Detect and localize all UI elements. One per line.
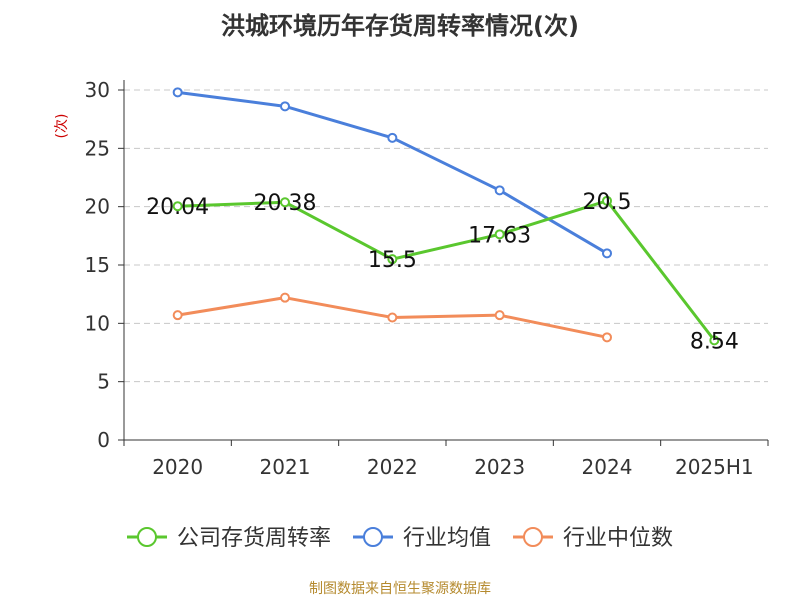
legend-label-industry_avg: 行业均值 [403,526,491,551]
y-axis-label: (次) [54,114,70,139]
data-point-company [280,197,290,208]
data-label: 15.5 [368,248,417,273]
axis-layer: 0 5 10 15 20 25 30 2020 2021 2022 2023 2024 2025H1 [85,78,769,479]
x-tick-label: 2024 [582,455,633,479]
data-label: 20.04 [146,195,209,220]
y-tick-label: 20 [85,195,110,219]
data-point-industry_avg [387,132,398,143]
legend-marker-industry_median [523,527,543,547]
data-point-company [709,335,720,346]
series-line-company [177,199,716,342]
legend-item-company: 公司存货周转率 [127,526,331,551]
data-point-industry_avg [494,185,505,196]
data-label: 8.54 [690,329,739,354]
data-point-industry_avg [280,101,290,112]
x-tick-label: 2021 [260,455,311,479]
data-label: 17.63 [468,223,531,248]
legend-marker-company [137,527,157,547]
data-point-industry_avg [602,248,612,259]
data-point-company [602,195,612,206]
data-point-company [387,254,398,265]
grid-layer [124,89,768,383]
data-point-industry_median [387,312,398,323]
legend-item-industry_median: 行业中位数 [513,526,673,551]
series-line-industry_avg [177,90,608,255]
data-label: 20.5 [583,190,632,215]
data-label: 20.38 [254,191,317,216]
x-tick-label: 2022 [367,455,418,479]
legend-label-industry_median: 行业中位数 [563,526,673,551]
y-tick-label: 25 [85,136,110,160]
x-tick-label: 2023 [474,455,525,479]
y-tick-label: 30 [85,78,110,102]
data-point-company [172,201,183,212]
data-point-industry_avg [172,87,183,98]
data-point-industry_median [172,310,183,321]
legend: 公司存货周转率 行业均值 行业中位数 [127,526,673,551]
legend-label-company: 公司存货周转率 [177,526,331,551]
y-tick-label: 10 [85,311,110,335]
x-tick-label: 2025H1 [675,455,754,479]
data-point-industry_median [280,292,290,303]
source-footer: 制图数据来自恒生聚源数据库 [309,581,491,597]
y-tick-label: 15 [85,253,110,277]
y-tick-label: 0 [97,428,110,452]
data-point-company [494,229,505,240]
data-point-industry_median [494,310,505,321]
y-tick-label: 5 [97,370,110,394]
data-point-industry_median [602,332,612,343]
data-label-layer: 20.04 20.38 15.5 17.63 20.5 8.54 [146,190,739,355]
series-layer [172,87,720,346]
x-tick-label: 2020 [152,455,203,479]
chart-title: 洪城环境历年存货周转率情况(次) [221,12,579,40]
legend-marker-industry_avg [363,527,383,547]
legend-item-industry_avg: 行业均值 [353,526,491,551]
